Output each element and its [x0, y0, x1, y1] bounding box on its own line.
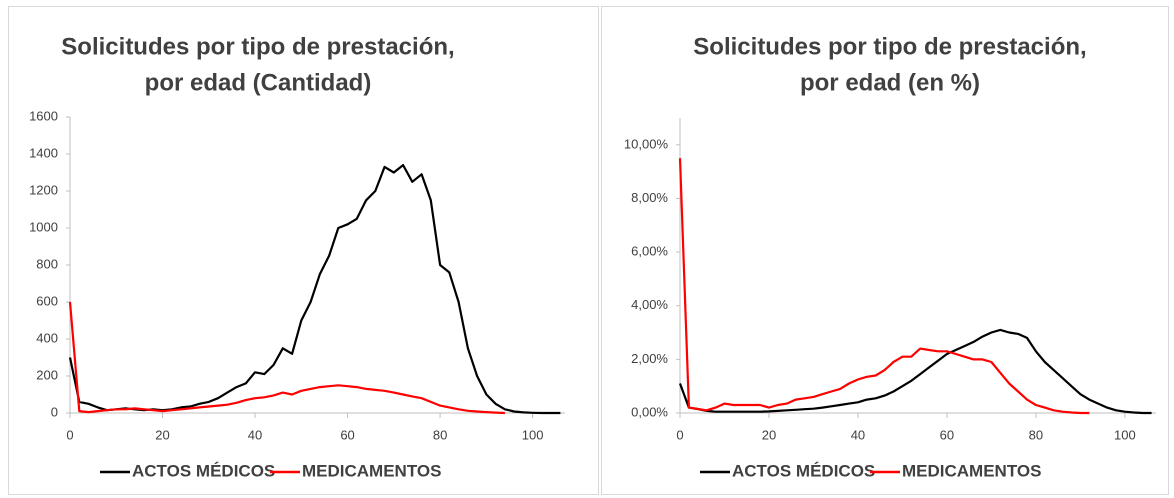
chart-title: Solicitudes por tipo de prestación,: [693, 33, 1086, 60]
chart-title: Solicitudes por tipo de prestación,: [61, 33, 454, 60]
x-tick-label: 40: [248, 427, 262, 442]
panel: [8, 6, 599, 495]
x-tick-label: 100: [522, 427, 544, 442]
y-tick-label: 200: [36, 367, 58, 382]
y-tick-label: 800: [36, 256, 58, 271]
x-tick-label: 20: [762, 427, 776, 442]
y-tick-label: 6,00%: [631, 244, 668, 259]
x-tick-label: 40: [851, 427, 865, 442]
y-tick-label: 10,00%: [624, 136, 669, 151]
x-tick-label: 80: [1029, 427, 1043, 442]
y-tick-label: 400: [36, 330, 58, 345]
x-tick-label: 60: [940, 427, 954, 442]
y-tick-label: 600: [36, 293, 58, 308]
legend-label: ACTOS MÉDICOS: [732, 461, 875, 480]
x-tick-label: 0: [66, 427, 73, 442]
y-tick-label: 8,00%: [631, 190, 668, 205]
x-tick-label: 60: [340, 427, 354, 442]
chart-title: por edad (Cantidad): [145, 69, 372, 96]
legend-label: MEDICAMENTOS: [902, 461, 1041, 480]
y-tick-label: 1200: [29, 182, 58, 197]
line: [678, 328, 1152, 415]
line: [678, 158, 1090, 415]
line: [68, 301, 505, 415]
y-tick-label: 0: [51, 404, 58, 419]
x-tick-label: 0: [676, 427, 683, 442]
y-tick-label: 2,00%: [631, 351, 668, 366]
x-tick-label: 100: [1114, 427, 1136, 442]
x-tick-label: 80: [433, 427, 447, 442]
y-tick-label: 0,00%: [631, 404, 668, 419]
y-tick-label: 1000: [29, 219, 58, 234]
y-tick-label: 4,00%: [631, 297, 668, 312]
y-tick-label: 1600: [29, 108, 58, 123]
panel: [601, 6, 1169, 495]
legend-label: ACTOS MÉDICOS: [132, 461, 275, 480]
chart-title: por edad (en %): [800, 69, 980, 96]
line: [68, 164, 561, 415]
legend-label: MEDICAMENTOS: [302, 461, 441, 480]
x-tick-label: 20: [155, 427, 169, 442]
y-tick-label: 1400: [29, 145, 58, 160]
